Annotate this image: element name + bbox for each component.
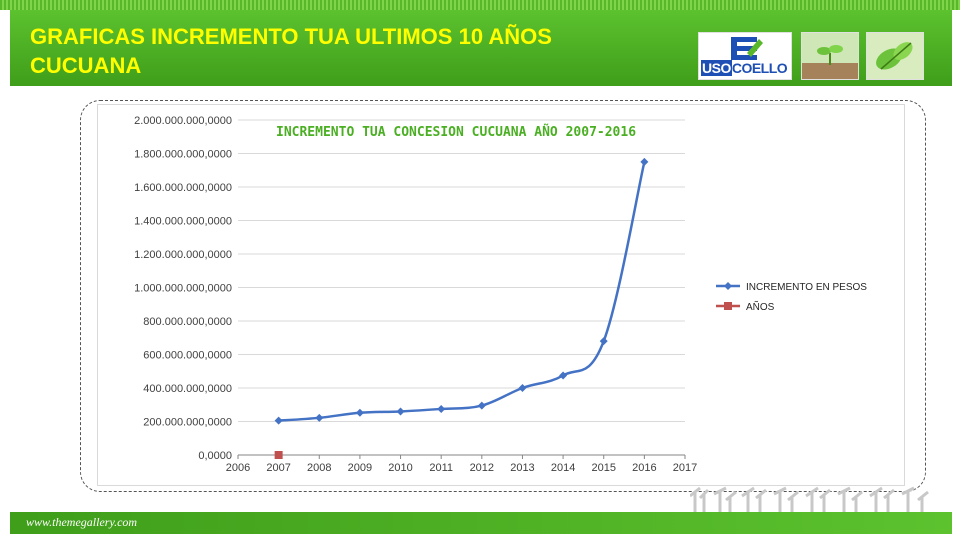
x-tick-label: 2014 [551,462,575,474]
data-point [477,401,486,410]
y-tick-label: 2.000.000.000,0000 [134,115,232,127]
y-tick-label: 600.000.000,0000 [143,350,232,362]
sprout-icon [801,32,859,80]
data-point [559,371,568,380]
series-line [278,161,646,422]
legend-label: INCREMENTO EN PESOS [746,282,867,293]
y-tick-label: 1.800.000.000,0000 [134,149,232,161]
slide-title: GRAFICAS INCREMENTO TUA ULTIMOS 10 AÑOS … [30,22,690,80]
x-tick-label: 2012 [470,462,494,474]
slide-title-line2: CUCUANA [30,53,142,78]
data-point [274,416,283,425]
data-point [315,413,324,422]
chart-title: INCREMENTO TUA CONCESION CUCUANA AÑO 200… [276,124,636,140]
data-point [437,404,446,413]
footer-url: www.themegallery.com [26,515,138,529]
y-tick-label: 1.600.000.000,0000 [134,182,232,194]
x-tick-label: 2009 [348,462,372,474]
x-tick-label: 2008 [307,462,331,474]
x-tick-label: 2016 [632,462,656,474]
y-tick-label: 800.000.000,0000 [143,316,232,328]
logo-uso-text: USO [701,60,732,76]
x-tick-label: 2010 [388,462,412,474]
data-point [599,337,608,346]
y-tick-label: 400.000.000,0000 [143,383,232,395]
top-stripe [0,0,960,10]
y-tick-label: 1.200.000.000,0000 [134,249,232,261]
x-tick-label: 2017 [673,462,697,474]
plant-row-decoration-icon [690,486,929,518]
x-tick-label: 2006 [226,462,250,474]
y-tick-label: 1.400.000.000,0000 [134,216,232,228]
chart-frame [80,100,926,492]
x-tick-label: 2013 [510,462,534,474]
data-point [274,451,283,459]
x-tick-label: 2015 [591,462,615,474]
data-point [518,384,527,392]
logo-coello-text: COELLO [731,60,788,76]
usocoello-logo: USOCOELLO [698,32,792,80]
x-tick-label: 2007 [266,462,290,474]
legend-marker [724,282,732,290]
y-tick-label: 0,0000 [198,450,232,462]
line-chart: 0,0000 200.000.000,0000 400.000.000,0000 60… [134,115,867,474]
title-bar [10,10,952,86]
y-tick-label: 200.000.000,0000 [143,417,232,429]
data-point [355,408,364,417]
y-tick-label: 1.000.000.000,0000 [134,283,232,295]
slide-title-line1: GRAFICAS INCREMENTO TUA ULTIMOS 10 AÑOS [30,24,552,49]
legend-marker [724,302,732,310]
data-point [640,157,649,166]
usocoello-logo-icon [731,37,763,60]
usocoello-logo-text: USOCOELLO [701,60,788,76]
data-point [396,407,405,416]
x-tick-label: 2011 [429,462,453,474]
legend-label: AÑOS [746,300,775,313]
footer-bar [10,512,952,534]
chart-area: 0,0000 200.000.000,0000 400.000.000,0000 60… [97,104,905,486]
leaf-icon [866,32,924,80]
